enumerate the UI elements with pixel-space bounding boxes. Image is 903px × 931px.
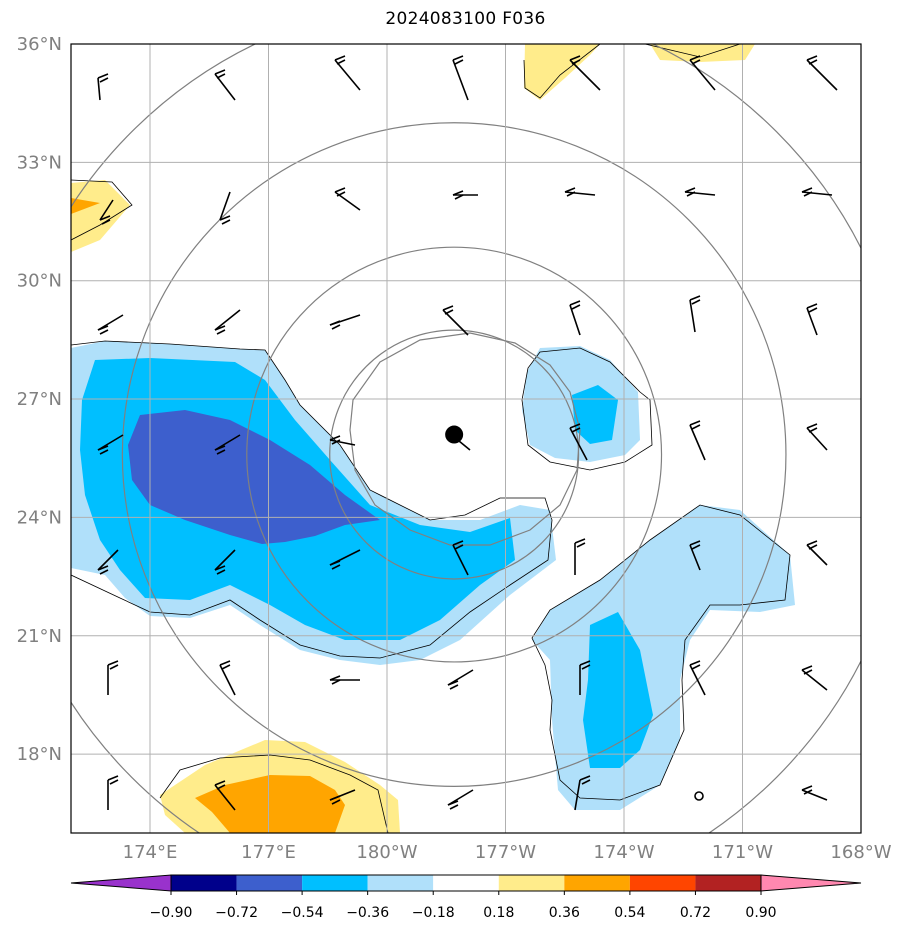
wind-barb bbox=[684, 187, 716, 197]
colorbar-segment bbox=[629, 875, 696, 891]
wind-barb bbox=[97, 434, 124, 455]
wind-barb bbox=[214, 309, 241, 335]
wind-barb bbox=[801, 187, 833, 197]
storm-center-marker bbox=[445, 425, 464, 444]
colorbar-segment bbox=[695, 875, 761, 891]
wind-barb bbox=[806, 55, 838, 91]
colorbar-segment bbox=[236, 875, 303, 891]
colorbar-segment bbox=[367, 875, 434, 891]
wind-barb bbox=[806, 423, 828, 451]
wind-barb bbox=[801, 785, 828, 801]
lon-tick-label: 180°W bbox=[356, 842, 417, 863]
lat-tick-label: 33°N bbox=[17, 152, 62, 173]
wind-barb bbox=[689, 55, 716, 91]
wind-barb bbox=[452, 55, 469, 101]
center-contour bbox=[349, 332, 581, 546]
colorbar-labels: −0.90 −0.72 −0.54 −0.36 −0.18 0.18 0.36 0.54 0.7… bbox=[150, 891, 777, 921]
wind-barb bbox=[452, 540, 469, 576]
gridlines bbox=[71, 44, 861, 833]
wind-barb bbox=[97, 314, 124, 335]
colorbar-segment bbox=[564, 875, 630, 891]
colorbar-level-label: −0.90 bbox=[150, 905, 193, 921]
longitude-labels: 174°E 177°E 180°W 177°W 174°W 171°W 168°W bbox=[123, 842, 892, 863]
colorbar bbox=[70, 874, 862, 892]
wind-barb bbox=[214, 549, 236, 575]
lon-tick-label: 177°W bbox=[475, 842, 536, 863]
lat-tick-label: 36°N bbox=[17, 34, 62, 55]
wind-barb bbox=[219, 660, 236, 696]
lon-tick-label: 177°E bbox=[241, 842, 296, 863]
wind-barb bbox=[689, 420, 706, 461]
latitude-labels: 36°N 33°N 30°N 27°N 24°N 21°N 18°N bbox=[17, 34, 62, 765]
wind-barb bbox=[214, 69, 236, 101]
wind-barb bbox=[107, 775, 119, 810]
lat-tick-label: 18°N bbox=[17, 744, 62, 765]
colorbar-level-label: 0.36 bbox=[549, 905, 580, 921]
wind-barb bbox=[569, 55, 601, 91]
colorbar-level-label: −0.54 bbox=[281, 905, 324, 921]
colorbar-level-label: −0.72 bbox=[215, 905, 258, 921]
wind-barb bbox=[99, 199, 114, 225]
colorbar-segment bbox=[302, 875, 368, 891]
wind-barb bbox=[569, 300, 581, 336]
lat-tick-label: 24°N bbox=[17, 507, 62, 528]
colorbar-level-label: −0.18 bbox=[412, 905, 455, 921]
lat-tick-label: 27°N bbox=[17, 389, 62, 410]
wind-barb bbox=[447, 789, 474, 810]
lat-tick-label: 30°N bbox=[17, 271, 62, 292]
wind-barb bbox=[214, 434, 241, 455]
wind-barb bbox=[564, 187, 596, 197]
wind-barb bbox=[107, 660, 119, 695]
wind-barb bbox=[334, 187, 361, 211]
colorbar-level-label: 0.54 bbox=[614, 905, 645, 921]
wind-barb bbox=[442, 305, 469, 336]
lon-tick-label: 171°W bbox=[712, 842, 773, 863]
wind-barb bbox=[97, 73, 109, 101]
wind-barb bbox=[569, 423, 588, 461]
colorbar-segment bbox=[171, 875, 237, 891]
colorbar-under-arrow bbox=[70, 874, 172, 892]
map-title: 2024083100 F036 bbox=[385, 9, 546, 29]
wind-barb bbox=[452, 190, 478, 200]
map-frame bbox=[70, 43, 862, 834]
range-ring bbox=[246, 246, 663, 663]
wind-barb bbox=[689, 660, 706, 696]
wind-barb bbox=[329, 675, 360, 685]
wind-barb bbox=[329, 435, 356, 446]
colorbar-frame bbox=[170, 874, 762, 892]
colorbar-over-arrow bbox=[760, 874, 862, 892]
contour-lines bbox=[71, 44, 791, 833]
range-ring bbox=[121, 122, 787, 787]
wind-barb bbox=[334, 55, 361, 91]
wind-barb bbox=[689, 540, 701, 571]
lon-tick-label: 174°W bbox=[593, 842, 654, 863]
wind-barb bbox=[574, 538, 586, 575]
range-rings bbox=[71, 44, 861, 833]
wind-barb bbox=[329, 314, 361, 330]
wind-barb bbox=[97, 549, 119, 575]
wind-barb bbox=[329, 549, 361, 570]
wind-barb bbox=[447, 669, 474, 690]
lon-tick-label: 168°W bbox=[830, 842, 891, 863]
wind-barb bbox=[806, 303, 818, 336]
wind-barb bbox=[806, 540, 828, 566]
wind-barb bbox=[219, 191, 231, 225]
colorbar-segment bbox=[433, 875, 499, 891]
wind-barb bbox=[329, 789, 356, 805]
lon-tick-label: 174°E bbox=[123, 842, 178, 863]
colorbar-level-label: 0.72 bbox=[680, 905, 711, 921]
wind-barb bbox=[801, 665, 828, 691]
wind-barb bbox=[214, 780, 236, 811]
wind-barb bbox=[579, 660, 591, 695]
colorbar-level-label: −0.36 bbox=[346, 905, 389, 921]
colorbar-segment bbox=[498, 875, 565, 891]
lat-tick-label: 21°N bbox=[17, 626, 62, 647]
colorbar-level-label: 0.18 bbox=[483, 905, 514, 921]
wind-barb bbox=[689, 295, 701, 333]
wind-barb bbox=[574, 775, 591, 811]
colorbar-level-label: 0.90 bbox=[745, 905, 776, 921]
calm-circle-marker bbox=[694, 791, 704, 801]
